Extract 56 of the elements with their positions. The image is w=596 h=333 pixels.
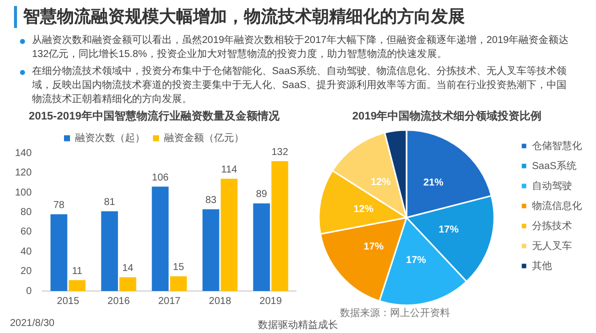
data-label: 83: [205, 195, 217, 206]
text: 2021/8/30: [10, 318, 54, 329]
data-label: 15: [172, 262, 184, 273]
bar: [220, 178, 238, 291]
legend-label: 物流信息化: [532, 200, 582, 212]
x-tick-label: 2019: [260, 296, 282, 307]
legend-label: 融资金额（亿元）: [164, 132, 244, 144]
text: 智慧物流融资规模大幅增加，物流技术朝精细化的方向发展: [14, 6, 574, 28]
data-label: 12%: [370, 176, 391, 188]
legend-label: 自动驾驶: [532, 180, 572, 192]
bar: [202, 209, 220, 291]
bar: [68, 280, 86, 291]
data-label: 106: [152, 172, 169, 184]
text: 在细分物流技术领域中，投资分布集中于仓储智能化、SaaS系统、自动驾驶、物流信息化、分拣技术、无人叉车等技术领域，反映出国内物流技术赛道的投资主要集中于无人化、SaaS、提升资源利用效率等方面。当前在行业投资热潮下，中国物流技术正朝着精细化的方向发展。: [32, 66, 566, 105]
data-label: 21%: [423, 178, 444, 189]
x-tick-label: 2018: [208, 296, 232, 307]
bar: [253, 203, 270, 291]
bar: [50, 214, 68, 291]
data-label: 12%: [353, 204, 374, 216]
y-tick-label: 60: [20, 226, 32, 238]
source-note: 数据来源：网上公开资料: [340, 306, 450, 320]
y-tick-label: 100: [14, 187, 32, 198]
bar: [152, 186, 169, 291]
data-label: 17%: [406, 255, 426, 266]
x-tick-label: 2017: [158, 296, 181, 307]
chart-title: 2015-2019年中国智慧物流行业融资数量及金额情况: [28, 110, 280, 123]
x-tick-label: 2016: [108, 296, 130, 307]
legend-label: 无人叉车: [532, 240, 572, 252]
data-label: 11: [72, 266, 83, 277]
chart-title: 2019年中国物流技术细分领域投资比例: [352, 110, 542, 123]
legend-label: 仓储智慧化: [532, 140, 582, 152]
data-label: 78: [53, 200, 65, 211]
bar: [170, 276, 187, 291]
x-tick-label: 2015: [56, 296, 80, 307]
text: 从融资次数和融资金额可以看出，虽然2019年融资次数相较于2017年大幅下降，但融资金额逐年递增，2019年融资金额达132亿元，同比增长15.8%，投资企业加大对智慧物流的投资力度，助力智慧物流的快速发展。: [32, 35, 569, 60]
legend-label: 分拣技术: [532, 220, 572, 232]
data-label: 81: [104, 197, 116, 208]
legend-label: SaaS系统: [532, 160, 576, 172]
bar: [271, 161, 288, 291]
data-label: 132: [271, 146, 289, 158]
y-tick-label: 20: [20, 266, 32, 278]
y-tick-label: 120: [14, 168, 32, 179]
data-label: 17%: [364, 241, 384, 252]
bar: [119, 277, 136, 291]
text: 数据驱动精益成长: [258, 320, 338, 331]
data-label: 14: [122, 262, 134, 274]
bar: [101, 211, 118, 291]
y-tick-label: 40: [20, 246, 32, 258]
y-tick-label: 140: [14, 148, 32, 159]
data-label: 114: [221, 164, 238, 176]
data-label: 17%: [438, 224, 459, 236]
y-tick-label: 0: [26, 286, 32, 297]
y-tick-label: 80: [20, 207, 32, 218]
legend-label: 其他: [532, 260, 552, 272]
legend-label: 融资次数（起）: [75, 132, 145, 144]
data-label: 89: [256, 189, 268, 200]
